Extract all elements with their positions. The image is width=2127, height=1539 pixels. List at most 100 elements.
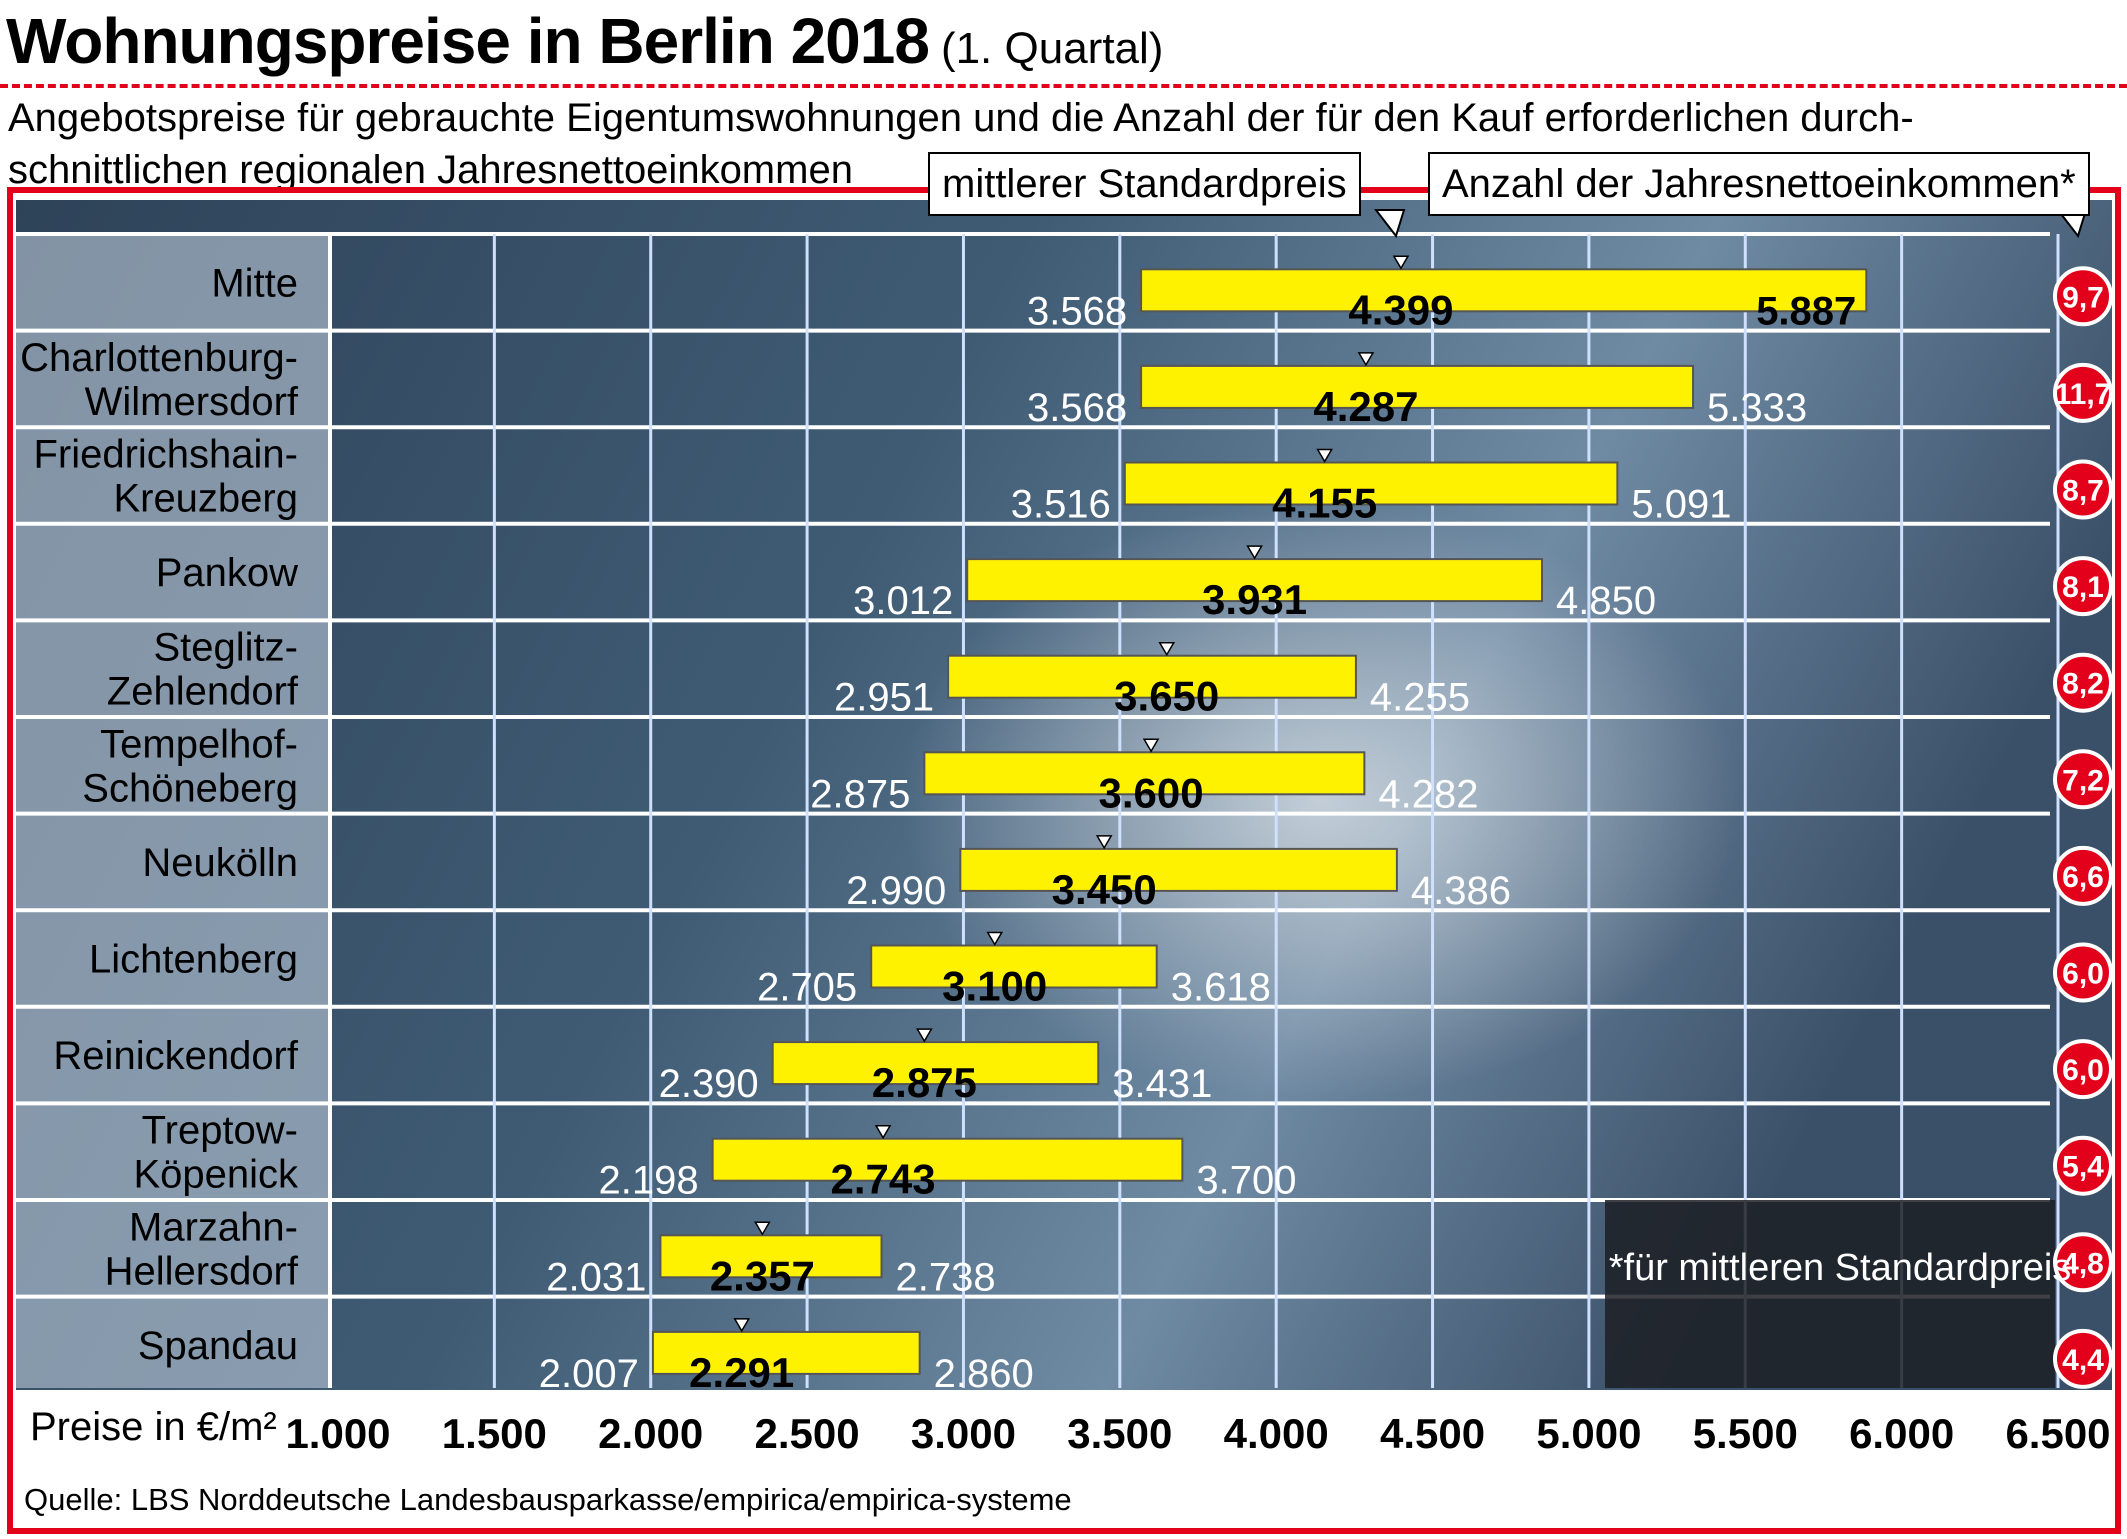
x-tick-label: 5.500	[1693, 1410, 1798, 1457]
category-label: Reinickendorf	[53, 1034, 298, 1078]
callout-median-price: mittlerer Standardpreis	[928, 152, 1361, 216]
x-tick-label: 5.000	[1536, 1410, 1641, 1457]
category-label: Tempelhof-	[100, 722, 298, 766]
income-circle	[2053, 266, 2113, 327]
low-label: 3.568	[1027, 289, 1127, 333]
median-marker	[1246, 545, 1263, 560]
high-label: 2.860	[934, 1352, 1034, 1396]
median-marker	[733, 1318, 751, 1333]
x-tick-label: 3.500	[1067, 1410, 1172, 1457]
income-value: 8,7	[2062, 475, 2104, 508]
axis-strip	[16, 1390, 2112, 1528]
range-bar	[923, 751, 1366, 796]
category-label: Treptow-	[142, 1109, 298, 1153]
income-circle	[2053, 459, 2113, 520]
category-label: Spandau	[138, 1324, 298, 1368]
median-label: 3.600	[1099, 769, 1204, 816]
x-tick-label: 4.000	[1224, 1410, 1329, 1457]
income-value: 8,2	[2062, 668, 2104, 701]
median-marker	[1316, 448, 1333, 463]
range-bar	[1140, 268, 1868, 313]
high-label: 5.887	[1756, 289, 1856, 333]
high-label: 4.282	[1378, 772, 1478, 816]
median-marker	[1357, 352, 1375, 367]
median-marker	[1095, 835, 1113, 850]
income-circle	[2053, 749, 2113, 810]
range-bar	[711, 1137, 1184, 1182]
chart-title: Wohnungspreise in Berlin 2018 (1. Quartal…	[6, 4, 1163, 78]
high-label: 4.850	[1556, 579, 1656, 623]
x-tick-label: 6.500	[2005, 1410, 2110, 1457]
median-marker	[754, 1221, 771, 1236]
income-circle	[2053, 652, 2113, 713]
median-marker	[1142, 738, 1160, 753]
median-marker	[1158, 641, 1176, 657]
category-label: Wilmersdorf	[85, 380, 299, 424]
x-tick-label: 2.500	[755, 1410, 860, 1457]
high-label: 3.431	[1112, 1062, 1212, 1106]
high-label: 2.738	[896, 1255, 996, 1299]
income-circle	[2053, 1039, 2113, 1100]
range-bar	[870, 944, 1158, 989]
income-circle	[2053, 1328, 2113, 1389]
category-label: Friedrichshain-	[33, 433, 298, 477]
income-value: 11,7	[2055, 378, 2112, 411]
high-label: 4.386	[1411, 869, 1511, 913]
median-marker	[986, 931, 1004, 946]
median-marker	[874, 1124, 892, 1140]
low-label: 3.012	[853, 579, 953, 623]
income-value: 7,2	[2062, 764, 2104, 797]
x-tick-label: 3.000	[911, 1410, 1016, 1457]
category-label: Neukölln	[142, 841, 298, 885]
income-value: 9,7	[2062, 281, 2104, 314]
income-circle	[2053, 362, 2113, 423]
x-tick-label: 2.000	[598, 1410, 703, 1457]
median-label: 3.100	[942, 963, 1047, 1010]
low-label: 2.990	[846, 869, 946, 913]
income-value: 6,0	[2062, 1054, 2104, 1087]
category-label: Steglitz-	[154, 626, 299, 670]
income-circle	[2053, 845, 2113, 906]
high-label: 3.618	[1171, 966, 1271, 1010]
low-label: 2.031	[546, 1255, 646, 1299]
footnote: *für mittleren Standardpreis	[1608, 1247, 2072, 1289]
low-label: 3.516	[1011, 483, 1111, 527]
high-label: 4.255	[1370, 676, 1470, 720]
x-tick-label: 4.500	[1380, 1410, 1485, 1457]
low-label: 2.705	[757, 966, 857, 1010]
median-label: 3.450	[1052, 866, 1157, 913]
x-tick-label: 6.000	[1849, 1410, 1954, 1457]
median-marker	[1392, 255, 1410, 270]
low-label: 2.875	[810, 772, 910, 816]
low-label: 2.007	[539, 1352, 639, 1396]
income-circle	[2053, 556, 2113, 617]
income-value: 6,6	[2062, 861, 2104, 894]
source-note: Quelle: LBS Norddeutsche Landesbausparka…	[24, 1482, 1072, 1517]
income-value: 4,4	[2062, 1344, 2104, 1377]
high-label: 3.700	[1196, 1159, 1296, 1203]
range-bar	[959, 847, 1398, 892]
title-suffix: (1. Quartal)	[940, 24, 1164, 73]
median-marker	[916, 1028, 933, 1043]
footnote-box	[1605, 1200, 2055, 1388]
range-bar	[771, 1041, 1100, 1086]
low-label: 3.568	[1027, 386, 1127, 430]
low-label: 2.951	[834, 676, 934, 720]
x-tick-label: 1.500	[442, 1410, 547, 1457]
median-label: 4.155	[1272, 480, 1377, 527]
x-tick-label: 1.000	[285, 1410, 390, 1457]
range-bar	[966, 558, 1543, 603]
median-label: 3.931	[1202, 576, 1307, 623]
title-main: Wohnungspreise in Berlin 2018	[6, 5, 930, 77]
category-label: Mitte	[211, 261, 298, 305]
category-label: Hellersdorf	[105, 1249, 299, 1293]
title-divider	[0, 84, 2127, 88]
median-label: 4.399	[1348, 286, 1453, 333]
median-label: 2.875	[872, 1059, 977, 1106]
category-label: Köpenick	[133, 1153, 299, 1197]
low-label: 2.390	[659, 1062, 759, 1106]
category-label: Charlottenburg-	[20, 336, 298, 380]
range-bar	[1123, 461, 1619, 506]
median-label: 2.357	[710, 1252, 815, 1299]
income-circle	[2053, 1232, 2113, 1293]
